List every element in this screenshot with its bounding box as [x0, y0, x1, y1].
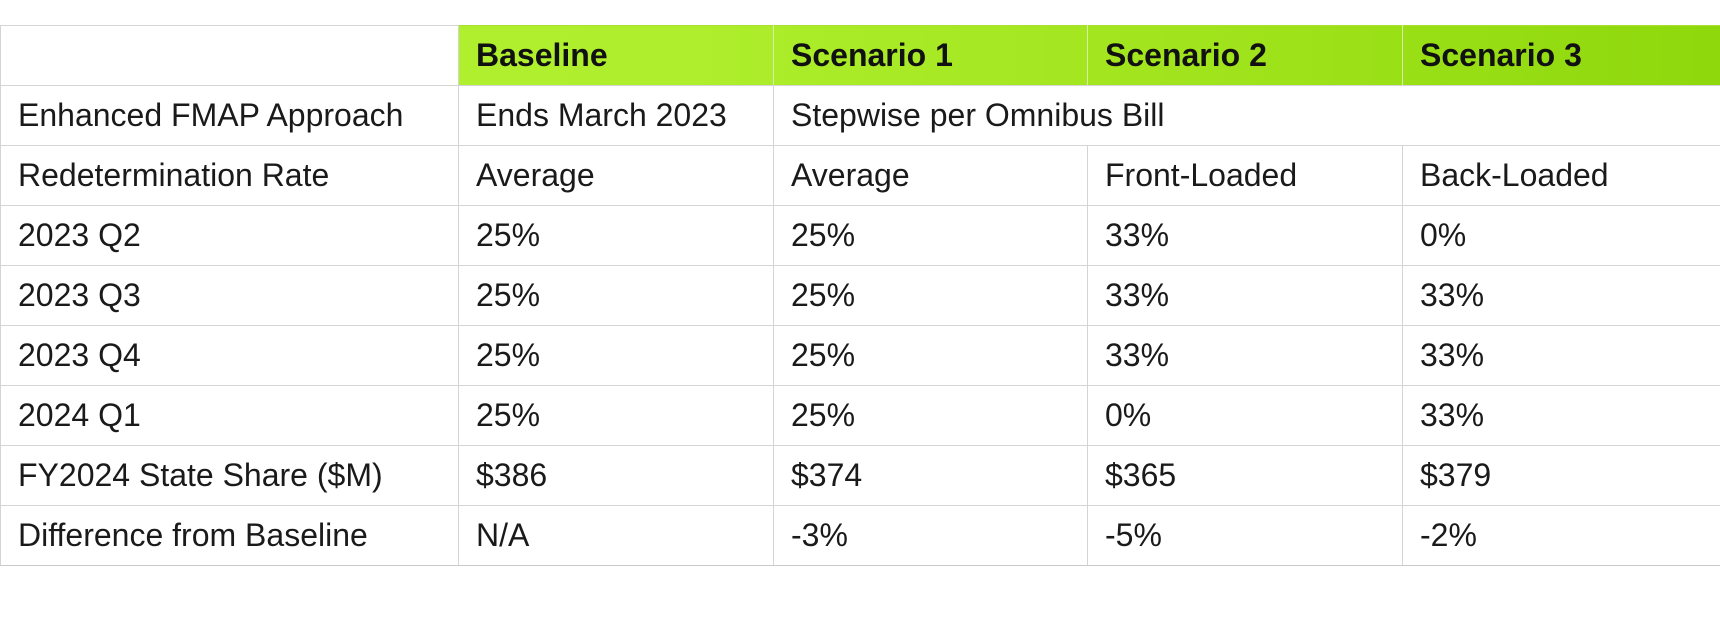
table-cell: 33%: [1087, 205, 1403, 266]
table-cell: 33%: [1402, 385, 1720, 446]
table-cell: $365: [1087, 445, 1403, 506]
header-corner-cell: [0, 25, 459, 86]
header-scenario-2: Scenario 2: [1087, 25, 1403, 86]
row-label: 2023 Q3: [0, 265, 459, 326]
table-cell: Front-Loaded: [1087, 145, 1403, 206]
table-row: 2023 Q3 25% 25% 33% 33%: [0, 265, 1720, 326]
table-row-fmap: Enhanced FMAP Approach Ends March 2023 S…: [0, 85, 1720, 146]
table-cell: $374: [773, 445, 1088, 506]
table-row: FY2024 State Share ($M) $386 $374 $365 $…: [0, 445, 1720, 506]
table-cell: 33%: [1087, 325, 1403, 386]
row-label: 2024 Q1: [0, 385, 459, 446]
row-label: 2023 Q4: [0, 325, 459, 386]
table-cell: Back-Loaded: [1402, 145, 1720, 206]
scenario-table-container: Baseline Scenario 1 Scenario 2 Scenario …: [0, 25, 1720, 566]
table-row: Difference from Baseline N/A -3% -5% -2%: [0, 505, 1720, 566]
table-cell: 25%: [773, 205, 1088, 266]
header-scenario-3: Scenario 3: [1402, 25, 1720, 86]
table-cell: Average: [458, 145, 774, 206]
table-cell: Ends March 2023: [458, 85, 774, 146]
row-label: Redetermination Rate: [0, 145, 459, 206]
table-cell: 25%: [773, 385, 1088, 446]
table-cell: -5%: [1087, 505, 1403, 566]
table-cell: -3%: [773, 505, 1088, 566]
table-cell: Average: [773, 145, 1088, 206]
table-cell: 33%: [1402, 325, 1720, 386]
header-baseline: Baseline: [458, 25, 774, 86]
table-cell: 25%: [773, 265, 1088, 326]
table-cell: 25%: [458, 385, 774, 446]
table-cell: $386: [458, 445, 774, 506]
row-label: Difference from Baseline: [0, 505, 459, 566]
row-label: FY2024 State Share ($M): [0, 445, 459, 506]
table-header-row: Baseline Scenario 1 Scenario 2 Scenario …: [0, 25, 1720, 86]
table-cell: 33%: [1402, 265, 1720, 326]
header-scenario-1: Scenario 1: [773, 25, 1088, 86]
scenario-comparison-table: Baseline Scenario 1 Scenario 2 Scenario …: [0, 25, 1720, 566]
table-cell: 33%: [1087, 265, 1403, 326]
table-cell: 25%: [773, 325, 1088, 386]
table-cell: N/A: [458, 505, 774, 566]
table-cell: 25%: [458, 265, 774, 326]
table-cell: $379: [1402, 445, 1720, 506]
table-cell: 0%: [1087, 385, 1403, 446]
table-cell: 25%: [458, 205, 774, 266]
table-cell: 0%: [1402, 205, 1720, 266]
table-row: 2023 Q2 25% 25% 33% 0%: [0, 205, 1720, 266]
row-label: Enhanced FMAP Approach: [0, 85, 459, 146]
table-row: 2023 Q4 25% 25% 33% 33%: [0, 325, 1720, 386]
table-cell-merged: Stepwise per Omnibus Bill: [773, 85, 1720, 146]
table-row: Redetermination Rate Average Average Fro…: [0, 145, 1720, 206]
table-cell: 25%: [458, 325, 774, 386]
table-cell: -2%: [1402, 505, 1720, 566]
table-row: 2024 Q1 25% 25% 0% 33%: [0, 385, 1720, 446]
row-label: 2023 Q2: [0, 205, 459, 266]
